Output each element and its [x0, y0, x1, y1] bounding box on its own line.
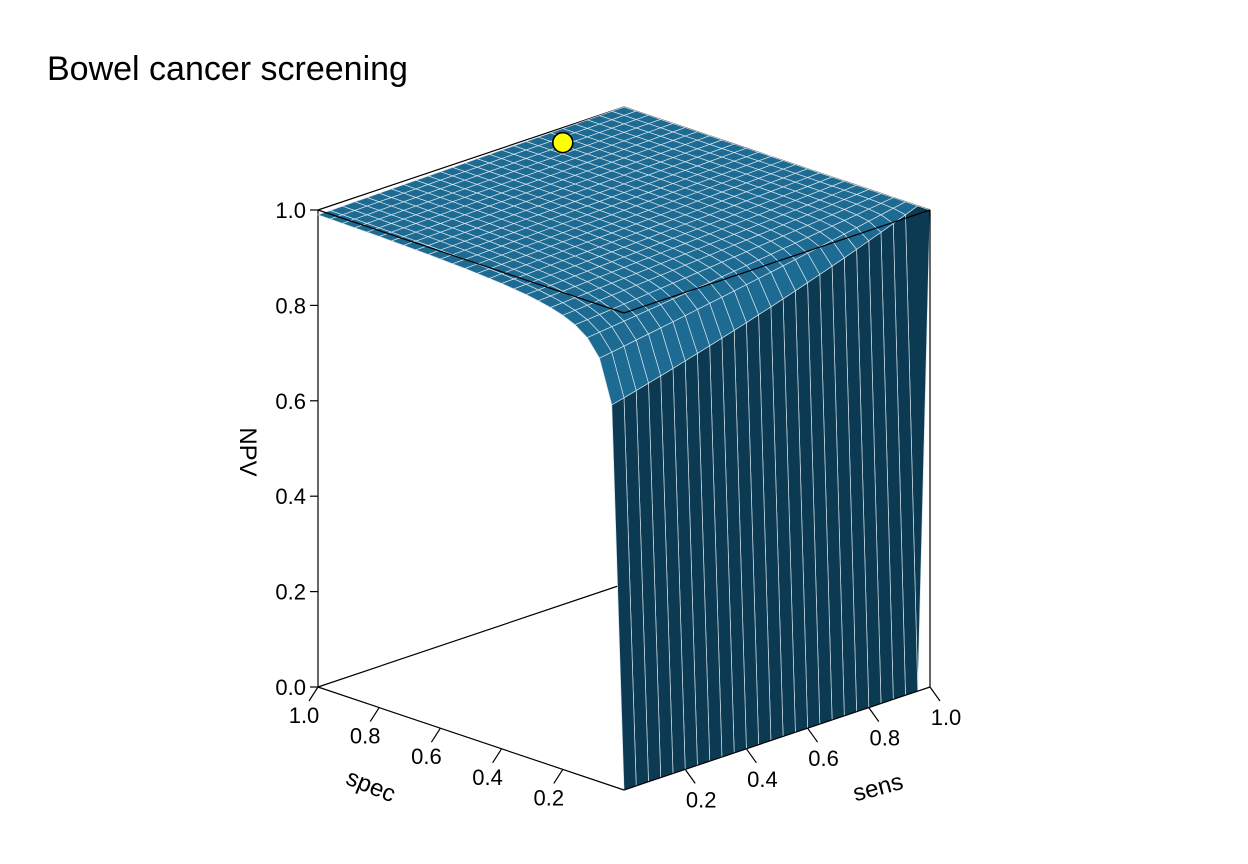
z-tick-label: 0.0 — [275, 675, 306, 700]
sens-axis-title: sens — [850, 768, 906, 807]
spec-tick — [308, 686, 319, 702]
sens-tick-label: 0.4 — [747, 767, 778, 792]
spec-tick-label: 1.0 — [289, 703, 320, 728]
marker-layer — [551, 131, 574, 154]
spec-axis-title: spec — [342, 764, 399, 808]
sens-tick — [929, 686, 941, 702]
box-edge-top-left-back — [317, 106, 625, 211]
marked-point — [551, 131, 574, 154]
z-tick-label: 0.2 — [275, 580, 306, 605]
spec-tick — [430, 727, 441, 743]
sens-tick-label: 0.6 — [808, 746, 839, 771]
sens-tick-label: 0.2 — [686, 787, 717, 812]
sens-tick-label: 1.0 — [931, 705, 962, 730]
sens-tick — [745, 748, 757, 764]
chart-title: Bowel cancer screening — [47, 50, 408, 88]
spec-tick — [369, 707, 380, 722]
bounding-box-front — [317, 209, 931, 791]
spec-tick — [492, 748, 503, 764]
box-edge-front-right — [623, 686, 931, 791]
axis-ticks: 0.0 0.2 0.4 0.6 0.8 1.0 1.0 0.8 0.6 0.4 0.2 0.2 0.4 0… — [275, 198, 961, 812]
sens-tick-label: 0.8 — [870, 726, 901, 751]
box-edge-top-front-left — [317, 209, 625, 314]
box-edge-top-front-right — [623, 209, 931, 314]
z-tick-label: 1.0 — [275, 198, 306, 223]
spec-tick-label: 0.4 — [472, 765, 503, 790]
spec-tick-label: 0.8 — [350, 724, 381, 749]
sens-tick — [868, 707, 880, 722]
z-axis-title: NPV — [234, 427, 261, 476]
spec-tick — [553, 769, 564, 784]
box-edge-back-bottom — [317, 583, 625, 688]
z-tick-label: 0.6 — [275, 389, 306, 414]
box-edge-front-left — [317, 686, 625, 791]
sens-tick — [807, 727, 819, 743]
npv-surface — [316, 106, 931, 791]
spec-tick-label: 0.2 — [534, 785, 565, 810]
z-tick-label: 0.8 — [275, 293, 306, 318]
z-tick-label: 0.4 — [275, 484, 306, 509]
sens-tick — [684, 769, 696, 784]
spec-tick-label: 0.6 — [411, 744, 442, 769]
